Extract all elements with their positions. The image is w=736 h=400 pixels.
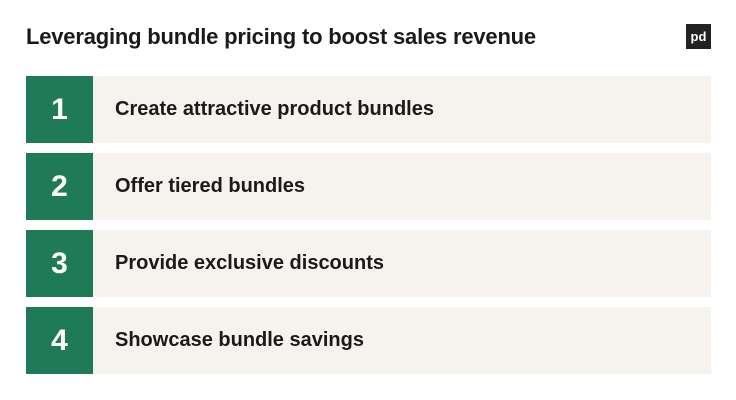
step-row: 3 Provide exclusive discounts: [26, 230, 711, 297]
page-title: Leveraging bundle pricing to boost sales…: [26, 24, 536, 49]
step-row: 4 Showcase bundle savings: [26, 307, 711, 374]
step-number: 1: [26, 76, 93, 143]
step-number: 3: [26, 230, 93, 297]
logo: pd: [686, 24, 711, 49]
step-number: 4: [26, 307, 93, 374]
step-label: Create attractive product bundles: [115, 98, 434, 120]
step-label: Offer tiered bundles: [115, 175, 306, 197]
step-label: Showcase bundle savings: [115, 329, 364, 351]
step-label: Provide exclusive discounts: [115, 252, 384, 274]
step-row: 2 Offer tiered bundles: [26, 153, 711, 220]
step-number: 2: [26, 153, 93, 220]
step-row: 1 Create attractive product bundles: [26, 76, 711, 143]
